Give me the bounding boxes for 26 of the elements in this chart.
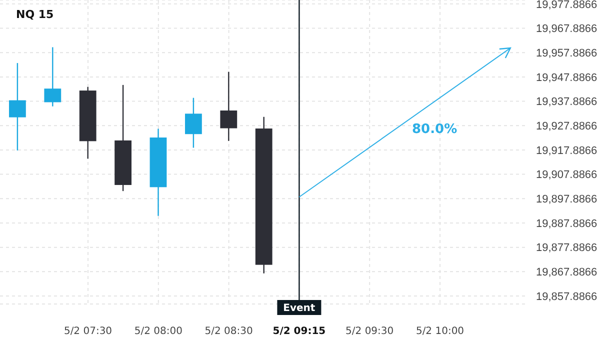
x-tick-label: 5/2 09:30 [346, 326, 394, 337]
y-tick-label: 19,927.8866 [536, 120, 598, 133]
y-tick-label: 19,907.8866 [536, 169, 598, 182]
y-tick-label: 19,877.8866 [536, 242, 598, 254]
text: NQ 15 [16, 8, 54, 21]
y-tick-label: 19,867.8866 [536, 266, 598, 279]
candlestick [185, 97, 202, 148]
y-tick-label: 19,937.8866 [536, 96, 598, 108]
y-tick-label: 19,957.8866 [536, 48, 598, 60]
y-tick-label: 19,917.8866 [536, 144, 598, 157]
ref-line-label: Event [283, 303, 316, 314]
y-tick-label: 19,967.8866 [536, 23, 598, 36]
y-tick-label: 19,947.8866 [536, 72, 598, 84]
y-tick-label: 19,897.8866 [536, 194, 598, 206]
x-tick-label: 5/2 08:30 [204, 326, 253, 337]
x-tick-label: 5/2 08:00 [134, 326, 182, 337]
candlestick [220, 71, 238, 142]
y-tick-label: 19,857.8866 [536, 290, 598, 303]
candlestick [9, 62, 26, 152]
x-tick-label: 5/2 07:30 [64, 326, 112, 337]
x-tick-label: 5/2 09:15 [272, 326, 326, 337]
y-tick-label: 19,887.8866 [536, 218, 598, 230]
candlestick [44, 46, 62, 107]
annotation: 80.0% [412, 122, 458, 137]
x-tick-label: 5/2 10:00 [416, 326, 464, 337]
y-tick-label: 19,977.8866 [536, 0, 598, 11]
